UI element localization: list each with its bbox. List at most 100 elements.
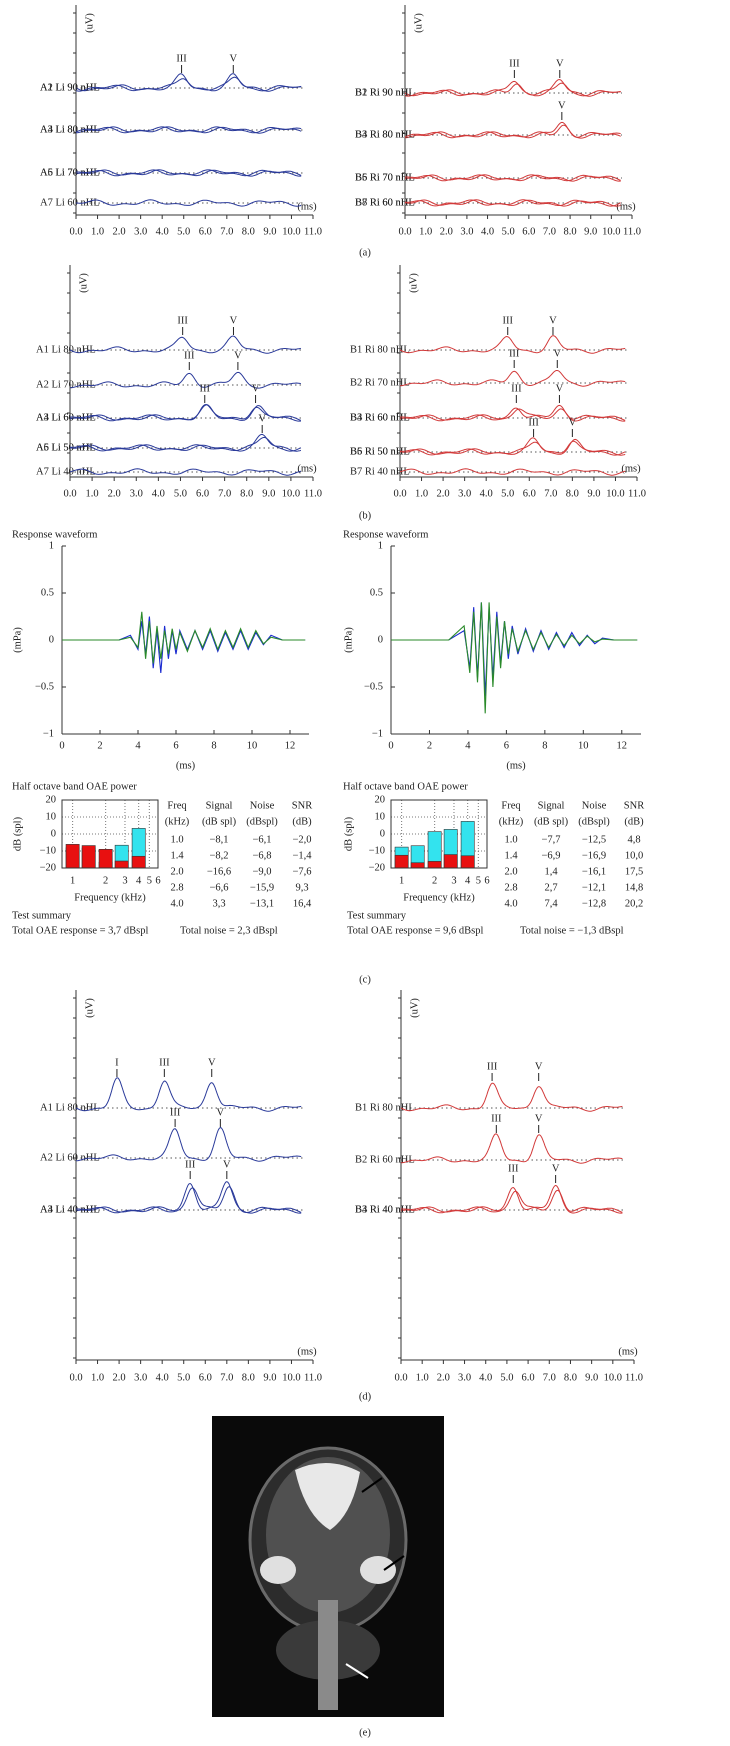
x-tick-label: 1 [399, 875, 404, 886]
x-tick-label: 1.0 [91, 226, 104, 237]
trace-label: A6 Li 70 nHL [40, 167, 100, 178]
y-tick-label: 0.5 [370, 587, 383, 598]
x-axis-label: (ms) [297, 201, 317, 212]
plot-frame [390, 799, 488, 869]
chart-title: Response waveform [343, 529, 428, 540]
peak-label: V [230, 315, 238, 326]
y-tick-label: 20 [46, 794, 57, 805]
trace-label: A4 Li 60 nHL [36, 412, 96, 423]
table-header: (dB) [292, 816, 312, 827]
table-cell: 1.0 [170, 834, 183, 845]
trace-label: A6 Li 50 nHL [36, 442, 96, 453]
trace-label: A1 Li 80 nHL [40, 1102, 100, 1113]
trace-label: A5 Li 70 nHL [40, 167, 100, 178]
x-tick-label: 7.0 [220, 1372, 233, 1383]
trace-label: A1 Li 80 nHL [36, 344, 96, 355]
waveform [75, 126, 302, 134]
peak-label: III [185, 1159, 196, 1170]
y-axis-label: dB (spl) [343, 816, 354, 851]
y-axis-label: (uV) [84, 998, 95, 1018]
y-tick-label: −1 [43, 728, 54, 739]
waveform [404, 79, 621, 97]
table-cell: 1.0 [504, 834, 517, 845]
trace-label: B6 Ri 50 nHL [350, 446, 410, 457]
x-tick-label: 0 [388, 740, 393, 751]
y-tick-label: 1 [378, 540, 383, 551]
table-cell: 20,2 [625, 898, 643, 909]
x-axis-label: (ms) [616, 201, 636, 212]
x-tick-label: 6.0 [199, 1372, 212, 1383]
trace-label: A3 Li 80 nHL [40, 124, 100, 135]
table-header: (kHz) [165, 816, 190, 827]
peak-label: I [115, 1057, 119, 1068]
x-tick-label: 2 [427, 740, 432, 751]
peak-label: III [509, 348, 520, 359]
waveform [75, 169, 302, 177]
x-tick-label: 8.0 [566, 488, 579, 499]
table-header: (dB spl) [534, 816, 569, 827]
peak-label: V [217, 1107, 225, 1118]
y-axis-label: (mPa) [343, 627, 354, 653]
y-tick-label: −1 [372, 728, 383, 739]
chart-title: Response waveform [12, 529, 97, 540]
x-tick-label: 3.0 [134, 1372, 147, 1383]
table-header: SNR [624, 800, 644, 811]
chart-title: Half octave band OAE power [343, 781, 468, 792]
test-summary: Total noise = −1,3 dBspl [520, 925, 624, 936]
table-cell: 4.0 [504, 898, 517, 909]
x-tick-label: 2.0 [440, 226, 453, 237]
y-tick-label: 10 [46, 811, 57, 822]
table-cell: −6,9 [541, 850, 560, 861]
table-header: (kHz) [499, 816, 524, 827]
x-tick-label: 4 [465, 875, 471, 886]
bar [443, 854, 458, 869]
x-tick-label: 7.0 [543, 1372, 556, 1383]
response-line [391, 602, 638, 714]
y-tick-label: 1 [49, 540, 54, 551]
x-tick-label: 5.0 [502, 226, 515, 237]
plot-frame [61, 799, 159, 869]
x-tick-label: 5.0 [177, 226, 190, 237]
table-cell: −13,1 [250, 898, 274, 909]
x-tick-label: 4.0 [156, 1372, 169, 1383]
test-summary: Total OAE response = 3,7 dBspl [12, 925, 149, 936]
trace-label: B5 Ri 50 nHL [350, 446, 410, 457]
table-cell: 2.0 [504, 866, 517, 877]
trace-label: A2 Li 60 nHL [40, 1152, 100, 1163]
peak-label: V [553, 348, 561, 359]
bar [410, 862, 425, 869]
x-tick-label: 10 [578, 740, 589, 751]
table-cell: −12,5 [582, 834, 606, 845]
x-tick-label: 1 [70, 875, 75, 886]
x-tick-label: 3 [451, 875, 456, 886]
table-cell: 1.4 [504, 850, 518, 861]
waveform [400, 1133, 623, 1164]
waveform [404, 124, 621, 139]
y-tick-label: 0.5 [41, 587, 54, 598]
x-tick-label: 8.0 [242, 1372, 255, 1383]
x-tick-label: 5 [476, 875, 481, 886]
waveform [400, 438, 626, 456]
bar [98, 848, 113, 869]
trace-label: B4 Ri 60 nHL [350, 412, 410, 423]
x-tick-label: 11.0 [623, 226, 641, 237]
table-cell: −8,2 [209, 850, 228, 861]
x-tick-label: 1.0 [416, 1372, 429, 1383]
waveform [75, 199, 302, 207]
y-tick-label: −20 [369, 862, 385, 873]
x-tick-label: 7.0 [218, 488, 231, 499]
x-axis-label: (ms) [618, 1346, 638, 1357]
x-tick-label: 1.0 [86, 488, 99, 499]
peak-label: V [549, 315, 557, 326]
trace-label: B2 Ri 90 nHL [355, 87, 415, 98]
x-tick-label: 0.0 [69, 1372, 82, 1383]
x-tick-label: 2.0 [113, 226, 126, 237]
waveform [400, 1189, 623, 1214]
x-tick-label: 6 [155, 875, 160, 886]
x-tick-label: 7.0 [220, 226, 233, 237]
table-cell: −7,7 [541, 834, 560, 845]
table-cell: −7,6 [292, 866, 311, 877]
table-cell: −6,8 [252, 850, 271, 861]
test-summary: Total OAE response = 9,6 dBspl [347, 925, 484, 936]
table-cell: 2.8 [504, 882, 517, 893]
